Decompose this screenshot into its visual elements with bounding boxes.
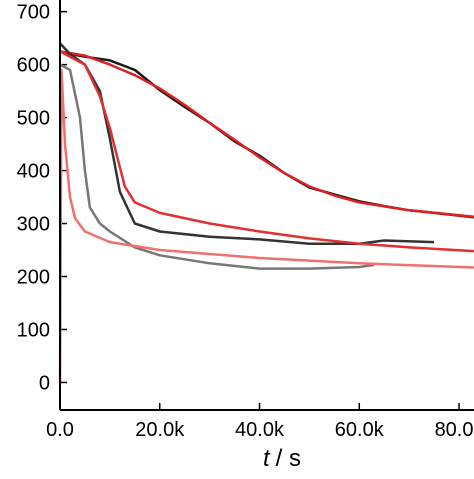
y-tick-label: 600 bbox=[17, 55, 50, 77]
y-tick-label: 100 bbox=[17, 319, 50, 341]
x-tick-label: 40.0k bbox=[235, 419, 285, 441]
x-tick-label: 80.0k bbox=[435, 419, 474, 441]
y-tick-label: 500 bbox=[17, 108, 50, 130]
x-axis-unit: / s bbox=[276, 445, 301, 472]
data-line bbox=[59, 63, 375, 270]
y-tick-label: 400 bbox=[17, 161, 50, 183]
data-line bbox=[59, 50, 474, 253]
data-line bbox=[59, 42, 435, 245]
y-tick-label: 0 bbox=[39, 372, 50, 394]
data-line bbox=[59, 50, 474, 219]
x-axis-label: t / s bbox=[263, 445, 301, 472]
x-tick-label: 20.0k bbox=[135, 419, 185, 441]
data-line bbox=[58, 68, 474, 383]
x-tick-label: 0.0 bbox=[46, 419, 74, 441]
x-axis-symbol: t bbox=[263, 445, 271, 472]
y-tick-label: 300 bbox=[17, 214, 50, 236]
y-tick-label: 200 bbox=[17, 267, 50, 289]
y-tick-label: 700 bbox=[17, 2, 50, 24]
x-tick-label: 60.0k bbox=[335, 419, 385, 441]
data-line bbox=[59, 50, 474, 218]
